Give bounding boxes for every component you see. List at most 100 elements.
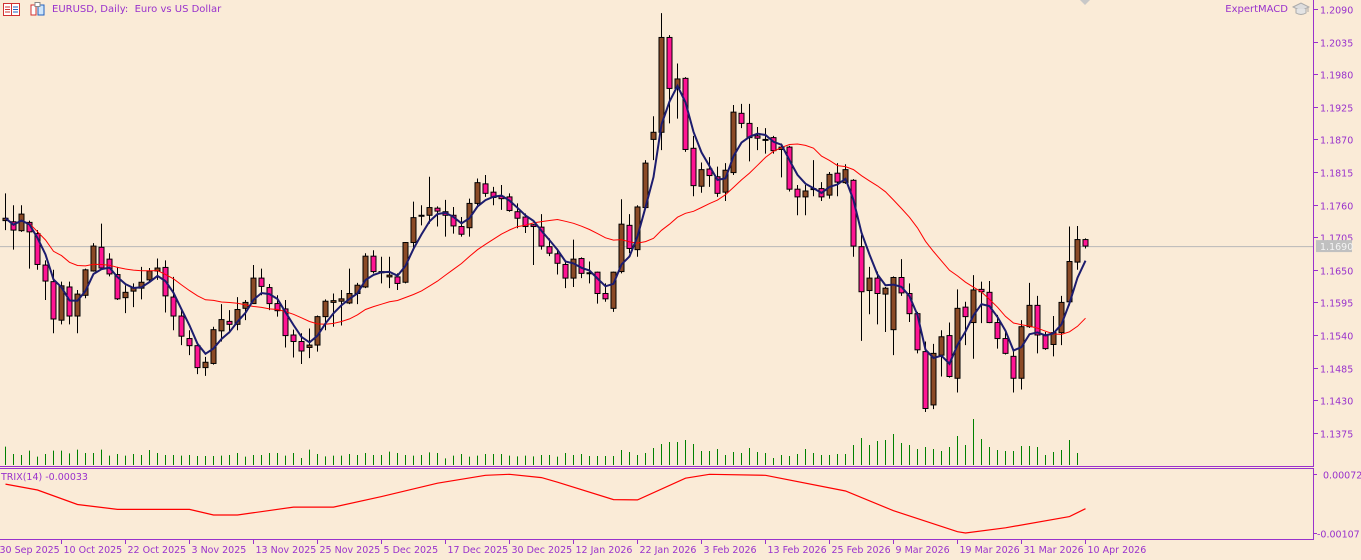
candle[interactable] xyxy=(850,179,857,257)
candle[interactable] xyxy=(434,206,441,227)
candle[interactable] xyxy=(1026,282,1033,328)
candle[interactable] xyxy=(994,314,1001,349)
candle[interactable] xyxy=(18,205,25,232)
chart-window-icon[interactable] xyxy=(30,2,45,16)
candle[interactable] xyxy=(410,201,417,251)
candle[interactable] xyxy=(698,162,705,193)
chart-shift-marker-icon[interactable] xyxy=(1080,0,1090,5)
candle[interactable] xyxy=(178,310,185,346)
candle[interactable] xyxy=(714,166,721,197)
candle[interactable] xyxy=(122,285,129,314)
candle[interactable] xyxy=(162,260,169,313)
candle[interactable] xyxy=(834,163,841,197)
candle[interactable] xyxy=(986,281,993,324)
candle[interactable] xyxy=(298,333,305,365)
candle[interactable] xyxy=(10,205,17,250)
candle[interactable] xyxy=(250,265,257,305)
candle[interactable] xyxy=(650,116,657,161)
candle[interactable] xyxy=(826,172,833,199)
candle[interactable] xyxy=(482,174,489,197)
candle[interactable] xyxy=(442,199,449,237)
candle[interactable] xyxy=(1010,349,1017,393)
candle[interactable] xyxy=(170,276,177,331)
candle[interactable] xyxy=(66,281,73,325)
candle[interactable] xyxy=(738,103,745,129)
candle[interactable] xyxy=(1018,320,1025,390)
candle[interactable] xyxy=(330,293,337,327)
candle[interactable] xyxy=(554,248,561,275)
candle[interactable] xyxy=(690,135,697,197)
candle[interactable] xyxy=(1034,295,1041,354)
candle[interactable] xyxy=(74,289,81,334)
candle[interactable] xyxy=(282,300,289,348)
candle[interactable] xyxy=(90,243,97,272)
candle[interactable] xyxy=(418,205,425,226)
candle[interactable] xyxy=(370,250,377,274)
candle[interactable] xyxy=(522,213,529,234)
candle[interactable] xyxy=(794,185,801,216)
candle[interactable] xyxy=(378,256,385,284)
candle[interactable] xyxy=(746,103,753,162)
candle[interactable] xyxy=(98,223,105,270)
candle[interactable] xyxy=(458,217,465,237)
expert-advisor-label[interactable]: ExpertMACD xyxy=(1225,1,1310,17)
candle[interactable] xyxy=(874,271,881,325)
candle[interactable] xyxy=(42,260,49,301)
candle[interactable] xyxy=(610,271,617,312)
candle[interactable] xyxy=(1066,226,1073,306)
candle[interactable] xyxy=(618,199,625,274)
candle[interactable] xyxy=(218,304,225,342)
candle[interactable] xyxy=(266,284,273,311)
candle[interactable] xyxy=(938,330,945,377)
candle[interactable] xyxy=(626,214,633,254)
candle[interactable] xyxy=(202,356,209,376)
candle[interactable] xyxy=(858,234,865,341)
candle[interactable] xyxy=(882,286,889,333)
candle[interactable] xyxy=(978,281,985,324)
candle[interactable] xyxy=(810,160,817,197)
candle[interactable] xyxy=(674,63,681,119)
candle[interactable] xyxy=(730,105,737,175)
candle[interactable] xyxy=(890,276,897,356)
candle[interactable] xyxy=(2,193,9,231)
candle[interactable] xyxy=(1074,225,1081,270)
candle[interactable] xyxy=(474,178,481,206)
candle[interactable] xyxy=(866,266,873,315)
candle[interactable] xyxy=(114,266,121,301)
candle[interactable] xyxy=(682,77,689,152)
candle[interactable] xyxy=(946,322,953,378)
candle[interactable] xyxy=(930,343,937,410)
candle[interactable] xyxy=(530,224,537,266)
candle[interactable] xyxy=(1050,316,1057,357)
candle[interactable] xyxy=(426,176,433,224)
candle[interactable] xyxy=(1002,330,1009,355)
candle[interactable] xyxy=(290,329,297,358)
candle[interactable] xyxy=(82,268,89,299)
candle[interactable] xyxy=(338,289,345,326)
candle[interactable] xyxy=(562,261,569,289)
candle[interactable] xyxy=(186,330,193,356)
candle[interactable] xyxy=(226,310,233,334)
candle[interactable] xyxy=(762,128,769,154)
price-pane[interactable] xyxy=(0,13,1313,413)
candle[interactable] xyxy=(802,185,809,216)
candle[interactable] xyxy=(786,145,793,192)
candle[interactable] xyxy=(362,253,369,289)
market-watch-icon[interactable] xyxy=(3,2,20,16)
candle[interactable] xyxy=(666,35,673,124)
candle[interactable] xyxy=(594,271,601,304)
candle[interactable] xyxy=(962,301,969,346)
candle-body xyxy=(202,361,209,369)
candle[interactable] xyxy=(138,266,145,300)
candle[interactable] xyxy=(258,268,265,296)
candle[interactable] xyxy=(450,206,457,234)
candle-body xyxy=(874,277,881,295)
trix-pane[interactable] xyxy=(5,473,1086,534)
candle[interactable] xyxy=(754,126,761,151)
candle[interactable] xyxy=(770,135,777,154)
candle[interactable] xyxy=(1082,238,1089,249)
candle[interactable] xyxy=(234,297,241,331)
candle[interactable] xyxy=(194,343,201,375)
candle[interactable] xyxy=(922,341,929,413)
